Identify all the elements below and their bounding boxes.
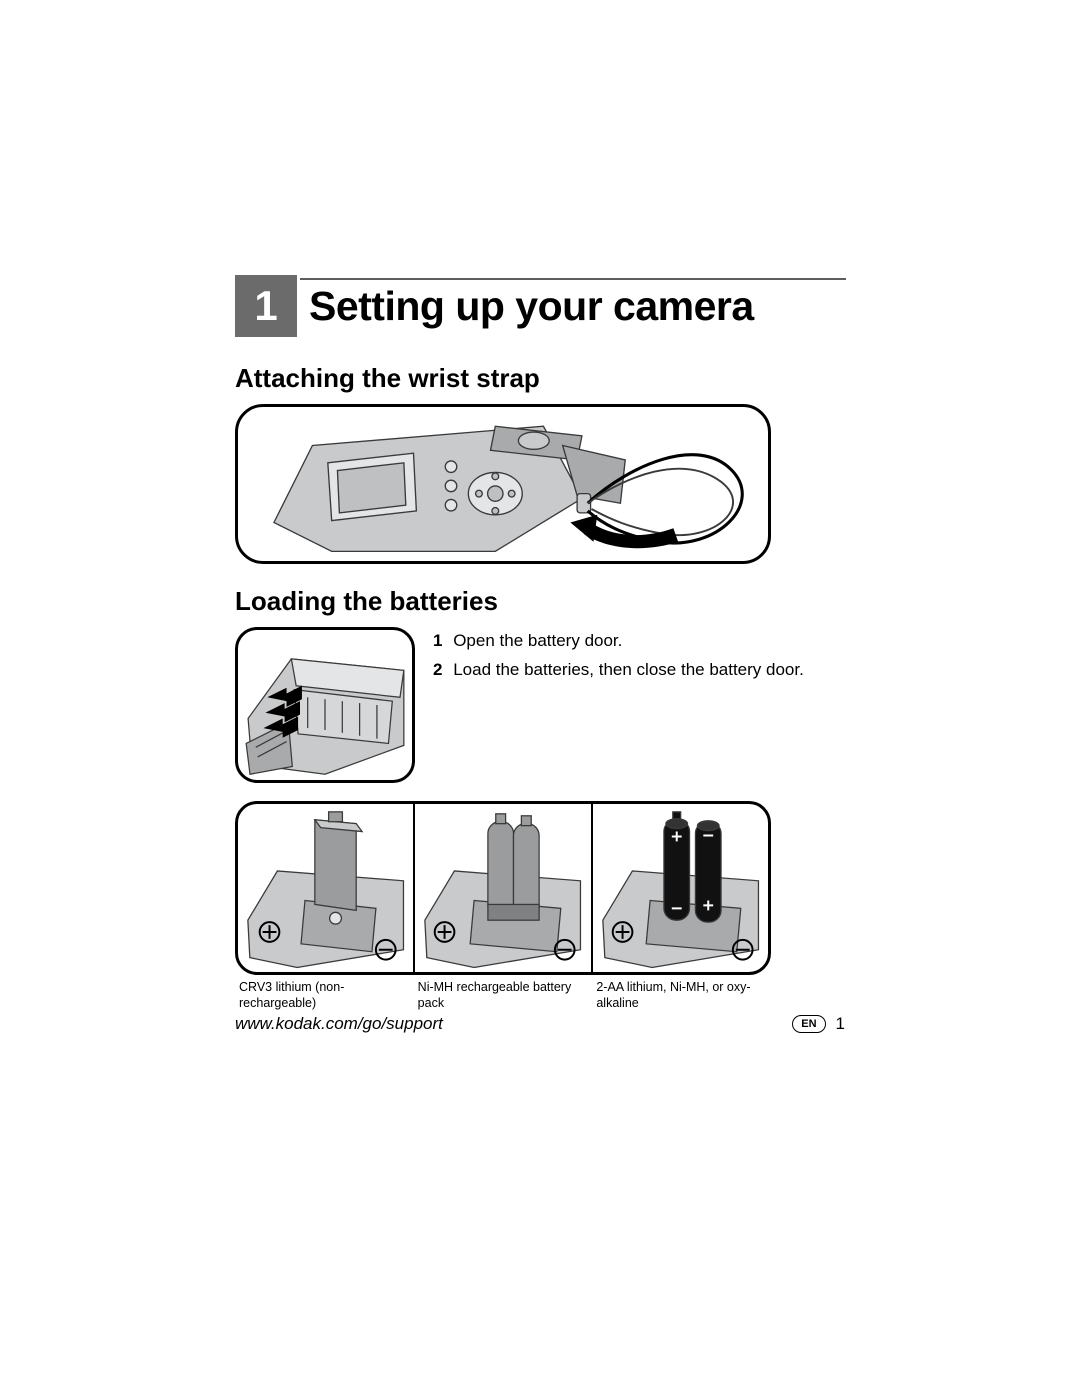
crv3-illustration — [238, 802, 413, 973]
footer-url: www.kodak.com/go/support — [235, 1014, 443, 1034]
aa-batteries-illustration — [593, 802, 768, 973]
step-2-number: 2 — [433, 660, 442, 679]
chapter-number-box: 1 — [235, 275, 297, 337]
caption-nimh: Ni-MH rechargeable battery pack — [414, 980, 593, 1011]
battery-steps: 1 Open the battery door. 2 Load the batt… — [433, 627, 804, 686]
manual-page: 1 Setting up your camera Attaching the w… — [0, 0, 1080, 1397]
step-2: 2 Load the batteries, then close the bat… — [433, 658, 804, 683]
step-1-number: 1 — [433, 631, 442, 650]
chapter-number: 1 — [254, 282, 277, 330]
chapter-heading: 1 Setting up your camera — [235, 275, 845, 337]
figure-battery-door — [235, 627, 415, 783]
battery-cell-crv3 — [238, 802, 413, 973]
section-title-strap: Attaching the wrist strap — [235, 363, 845, 394]
figure-wrist-strap — [235, 404, 771, 564]
caption-crv3: CRV3 lithium (non-rechargeable) — [235, 980, 414, 1011]
language-badge: EN — [792, 1015, 825, 1033]
footer-right: EN 1 — [792, 1014, 845, 1034]
figure-battery-types — [235, 801, 771, 975]
battery-captions: CRV3 lithium (non-rechargeable) Ni-MH re… — [235, 980, 771, 1011]
battery-cell-aa — [591, 802, 768, 973]
battery-door-illustration — [238, 630, 412, 780]
step-1: 1 Open the battery door. — [433, 629, 804, 654]
caption-aa: 2-AA lithium, Ni-MH, or oxy-alkaline — [592, 980, 771, 1011]
step-1-text: Open the battery door. — [453, 631, 622, 650]
battery-cell-nimh-pack — [413, 802, 590, 973]
nimh-pack-illustration — [415, 802, 590, 973]
page-footer: www.kodak.com/go/support EN 1 — [235, 1014, 845, 1034]
battery-door-row: 1 Open the battery door. 2 Load the batt… — [235, 627, 845, 783]
section-title-batteries: Loading the batteries — [235, 586, 845, 617]
wrist-strap-illustration — [238, 407, 768, 561]
page-number: 1 — [836, 1014, 845, 1034]
step-2-text: Load the batteries, then close the batte… — [453, 660, 804, 679]
page-content: 1 Setting up your camera Attaching the w… — [235, 275, 845, 1011]
chapter-title: Setting up your camera — [309, 283, 754, 330]
